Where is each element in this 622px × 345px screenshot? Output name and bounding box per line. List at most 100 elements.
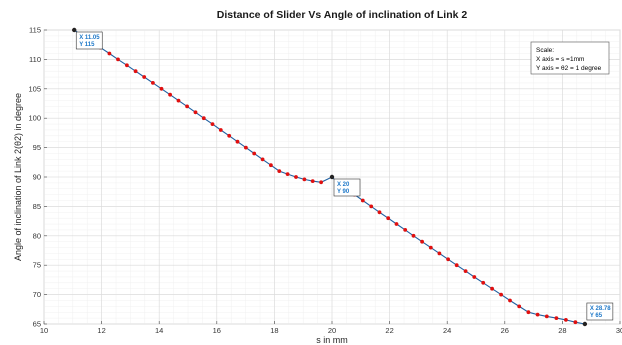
data-point <box>535 312 540 317</box>
data-point <box>463 269 468 273</box>
data-point <box>420 239 424 244</box>
y-tick-label: 105 <box>28 84 41 93</box>
annotation-line: Y axis = θ2 = 1 degree <box>536 65 602 72</box>
grid-major <box>43 29 621 325</box>
x-tick-label: 18 <box>270 326 278 335</box>
y-tick-label: 75 <box>33 261 41 270</box>
datatip: X 28.78Y 65 <box>582 302 614 327</box>
data-point <box>386 216 391 221</box>
data-point <box>185 104 190 109</box>
datatip-x-label: X 20 <box>337 182 350 188</box>
y-axis: 65 70 75 80 85 90 95 100 105 110 115 <box>28 26 47 329</box>
y-tick-label: 100 <box>28 114 41 123</box>
annotation-box <box>530 41 610 75</box>
data-point <box>360 198 365 203</box>
y-tick-label: 90 <box>33 173 41 182</box>
y-tick-label: 95 <box>33 143 41 152</box>
datatip-x-label: X 11.05 <box>79 35 100 41</box>
data-point <box>499 292 503 297</box>
x-tick-label: 12 <box>97 326 105 335</box>
data-point <box>319 180 323 185</box>
data-point <box>508 298 512 303</box>
x-tick-label: 16 <box>213 326 221 335</box>
data-point <box>133 69 138 74</box>
data-point <box>218 128 223 132</box>
datatip-y-label: Y 115 <box>79 42 95 48</box>
datatip-y-label: Y 90 <box>337 189 350 195</box>
datatip-anchor <box>329 174 335 180</box>
x-tick-label: 28 <box>558 326 566 335</box>
datatip: X 20Y 90 <box>329 174 361 197</box>
data-point <box>472 275 477 279</box>
data-point <box>377 210 382 215</box>
data-point <box>310 179 315 184</box>
data-point <box>107 51 112 56</box>
x-tick-label: 14 <box>155 326 163 335</box>
datatips: X 11.05Y 115 X 20Y 90 X 28.78Y 65 <box>72 27 614 327</box>
data-point <box>302 177 307 182</box>
y-tick-label: 65 <box>33 320 41 329</box>
datatip-anchor <box>72 27 77 33</box>
annotation-line: X axis = s =1mm <box>536 56 584 63</box>
data-point <box>369 204 374 209</box>
datatip: X 11.05Y 115 <box>72 27 103 50</box>
y-axis-label: Angle of inclination of Link 2(θ2) in de… <box>13 93 23 261</box>
data-point <box>210 122 215 126</box>
data-point <box>193 110 198 115</box>
annotation-line: Scale: <box>536 47 554 54</box>
data-point <box>168 92 173 97</box>
data-point <box>294 175 298 179</box>
data-point <box>573 320 578 325</box>
x-tick-label: 30 <box>616 326 622 335</box>
data-point <box>252 151 257 156</box>
data-point <box>277 169 282 174</box>
data-point <box>490 286 494 291</box>
y-tick-label: 85 <box>33 202 41 211</box>
data-point <box>235 139 240 144</box>
datatip-anchor <box>582 321 588 327</box>
data-point <box>544 314 549 319</box>
data-point <box>125 63 129 68</box>
x-tick-label: 26 <box>501 326 509 335</box>
data-point <box>394 222 399 226</box>
chart-title: Distance of Slider Vs Angle of inclinati… <box>217 9 468 21</box>
data-point <box>116 57 120 62</box>
datatip-box <box>333 178 361 197</box>
data-point <box>411 233 416 238</box>
data-point <box>285 172 290 177</box>
data-point <box>517 304 522 309</box>
y-tick-label: 110 <box>29 55 41 64</box>
datatip-x-label: X 28.78 <box>590 306 611 312</box>
scale-annotation: Scale: X axis = s =1mm Y axis = θ2 = 1 d… <box>530 41 610 75</box>
x-tick-label: 24 <box>443 326 451 335</box>
data-point <box>403 228 408 232</box>
x-axis: 10 12 14 16 18 20 22 24 26 28 30 <box>40 321 622 335</box>
data-point <box>142 75 147 79</box>
data-point <box>526 310 531 315</box>
datatip-box <box>75 31 103 50</box>
x-axis-label: s in mm <box>316 335 348 345</box>
data-point <box>437 251 442 256</box>
datatip-y-label: Y 65 <box>590 313 603 319</box>
data-point <box>454 263 459 268</box>
data-point <box>159 86 164 91</box>
data-point <box>201 116 206 121</box>
x-tick-label: 22 <box>385 326 393 335</box>
data-point <box>269 163 273 168</box>
y-tick-label: 80 <box>33 231 41 240</box>
y-tick-label: 115 <box>29 26 41 35</box>
datatip-box <box>586 302 614 321</box>
data-point <box>227 133 232 138</box>
data-point <box>244 145 248 150</box>
data-point <box>446 257 450 262</box>
y-tick-label: 70 <box>33 290 41 299</box>
data-point <box>564 318 568 322</box>
data-point <box>176 98 181 103</box>
data-point <box>151 81 155 85</box>
x-tick-label: 20 <box>328 326 336 335</box>
x-tick-label: 10 <box>40 326 48 335</box>
data-point <box>428 245 433 250</box>
data-point <box>260 157 265 162</box>
data-point <box>481 280 486 285</box>
